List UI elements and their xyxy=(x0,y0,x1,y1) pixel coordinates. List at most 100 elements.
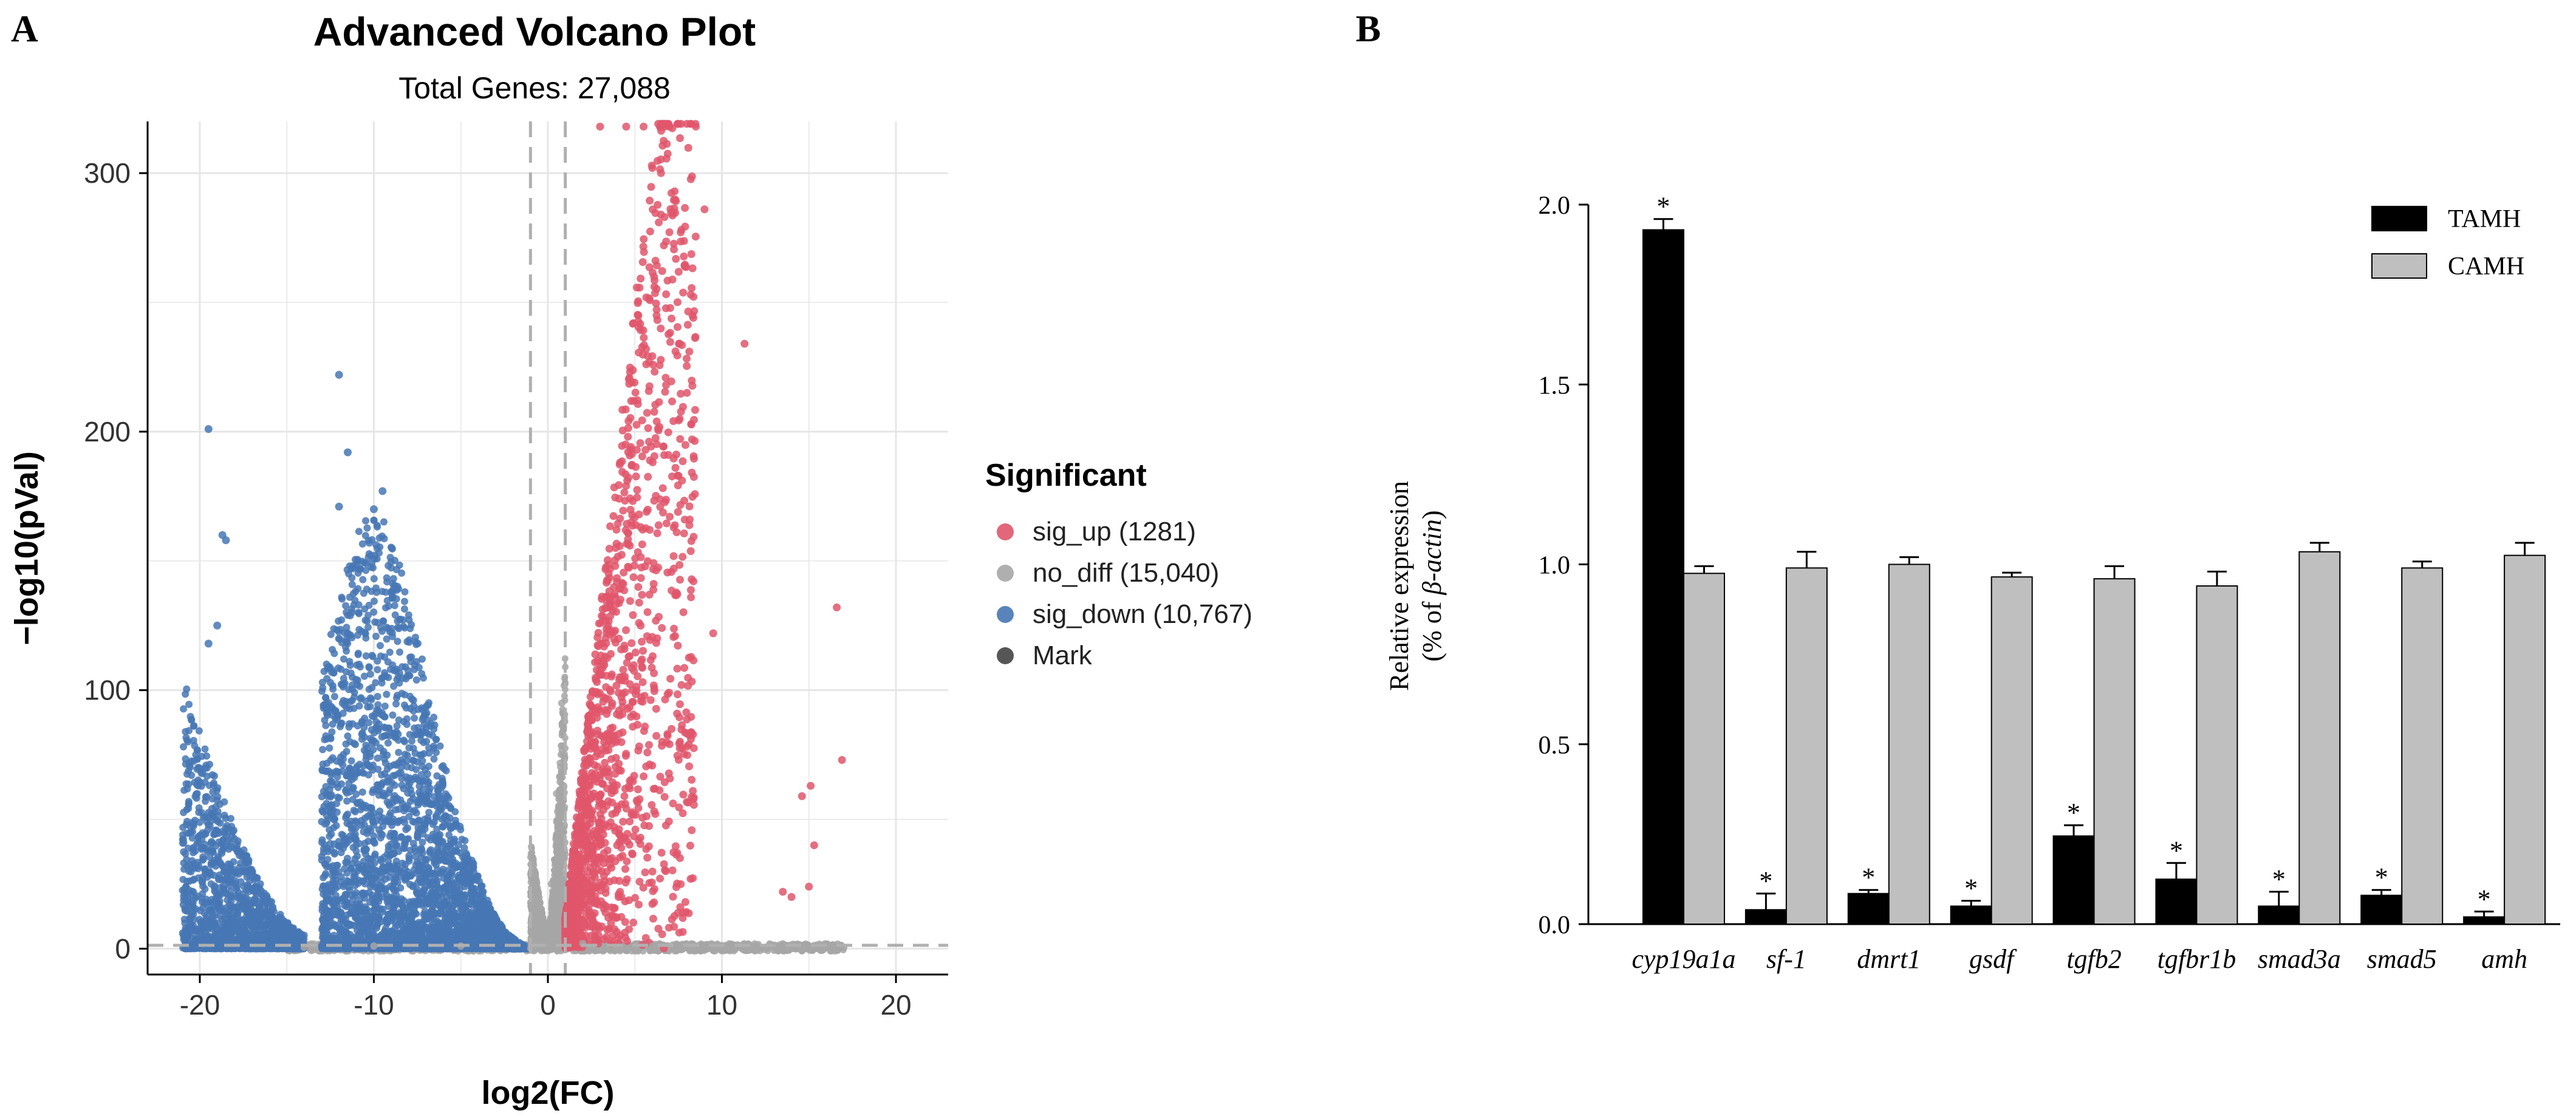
volcano-point xyxy=(816,947,824,954)
volcano-point xyxy=(233,840,241,848)
volcano-point xyxy=(404,789,412,797)
volcano-point xyxy=(377,652,384,660)
volcano-point xyxy=(398,690,406,698)
volcano-point xyxy=(189,828,197,835)
volcano-point xyxy=(200,814,208,822)
volcano-point xyxy=(702,945,709,952)
volcano-point xyxy=(689,947,697,954)
volcano-point xyxy=(355,528,363,536)
volcano-point xyxy=(213,787,220,795)
volcano-point xyxy=(237,878,245,886)
volcano-point xyxy=(292,937,299,945)
volcano-point xyxy=(370,608,378,616)
volcano-point xyxy=(234,909,242,917)
volcano-point xyxy=(212,933,220,941)
volcano-point xyxy=(208,839,216,847)
volcano-point xyxy=(185,798,193,806)
volcano-point xyxy=(376,642,384,650)
volcano-point xyxy=(350,740,358,747)
volcano-point xyxy=(613,947,621,954)
volcano-point xyxy=(201,745,209,753)
volcano-point xyxy=(230,858,237,866)
volcano-point xyxy=(262,892,270,900)
volcano-point xyxy=(229,828,237,836)
volcano-point xyxy=(411,714,419,722)
volcano-point xyxy=(180,809,188,817)
volcano-point xyxy=(383,690,391,698)
panel-label-b: B xyxy=(1356,9,1381,50)
volcano-point xyxy=(342,602,350,610)
volcano-point xyxy=(370,575,378,583)
volcano-point xyxy=(409,756,417,764)
volcano-point xyxy=(199,770,207,778)
volcano-point xyxy=(193,840,201,848)
volcano-point xyxy=(211,882,219,890)
volcano-point xyxy=(245,883,253,891)
volcano-point xyxy=(214,817,222,825)
volcano-point xyxy=(209,911,217,919)
volcano-point xyxy=(183,817,191,825)
volcano-subtitle: Total Genes: 27,088 xyxy=(398,71,671,105)
volcano-point xyxy=(368,712,376,720)
volcano-point xyxy=(398,781,406,789)
volcano-point xyxy=(324,767,332,775)
volcano-point xyxy=(249,913,257,920)
volcano-point xyxy=(360,672,368,680)
volcano-point xyxy=(380,518,388,526)
volcano-point xyxy=(211,826,219,834)
volcano-point xyxy=(194,833,202,841)
volcano-point xyxy=(326,832,333,840)
volcano-point xyxy=(330,693,338,701)
volcano-point xyxy=(227,815,234,823)
volcano-point xyxy=(592,947,600,954)
volcano-point xyxy=(206,868,214,876)
volcano-point xyxy=(180,848,188,856)
volcano-point xyxy=(216,891,224,899)
volcano-point xyxy=(208,847,216,855)
volcano-point xyxy=(456,885,464,893)
volcano-point xyxy=(405,744,413,752)
volcano-point xyxy=(232,922,240,930)
volcano-point xyxy=(425,763,432,771)
volcano-point xyxy=(260,920,268,928)
volcano-plot: Advanced Volcano Plot Total Genes: 27,08… xyxy=(9,9,1252,1111)
volcano-point xyxy=(227,933,234,941)
volcano-point xyxy=(457,826,465,834)
volcano-point xyxy=(365,663,373,671)
volcano-point xyxy=(196,907,204,914)
volcano-point xyxy=(282,934,290,942)
volcano-point xyxy=(396,648,404,656)
volcano-point xyxy=(250,898,258,906)
volcano-point xyxy=(358,788,366,796)
volcano-point xyxy=(330,650,338,658)
volcano-point xyxy=(216,859,224,866)
volcano-point xyxy=(321,716,329,724)
volcano-point xyxy=(240,852,248,860)
volcano-point xyxy=(186,713,194,721)
volcano-point xyxy=(268,932,276,940)
volcano-point xyxy=(199,873,207,881)
volcano-point xyxy=(203,900,211,908)
volcano-point xyxy=(383,635,391,643)
volcano-point xyxy=(220,883,228,891)
volcano-point xyxy=(222,921,230,929)
volcano-point xyxy=(211,803,219,811)
volcano-point xyxy=(189,876,197,884)
volcano-point xyxy=(221,876,229,884)
volcano-point xyxy=(330,625,338,633)
volcano-point xyxy=(182,733,190,741)
volcano-point xyxy=(770,947,777,954)
volcano-point xyxy=(430,755,438,763)
panel-label-a: A xyxy=(11,9,38,50)
volcano-point xyxy=(181,919,189,927)
volcano-point xyxy=(265,944,273,952)
volcano-point xyxy=(195,727,203,735)
volcano-point xyxy=(828,948,835,955)
volcano-point xyxy=(191,742,199,750)
volcano-point xyxy=(220,798,228,806)
volcano-point xyxy=(233,894,241,902)
volcano-point xyxy=(237,859,245,867)
volcano-point xyxy=(329,705,337,713)
volcano-point xyxy=(319,746,327,754)
volcano-point xyxy=(412,676,420,684)
